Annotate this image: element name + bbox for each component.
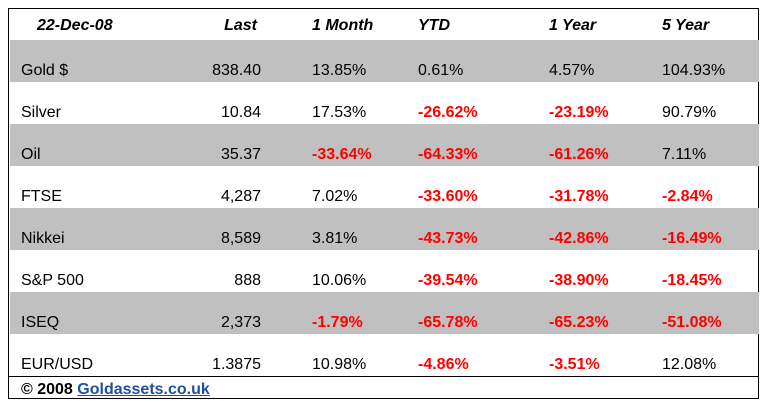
column-header: YTD <box>418 17 450 34</box>
cell-value: -18.45% <box>662 272 722 289</box>
row-label: Oil <box>21 146 41 163</box>
row-label: Silver <box>21 104 62 121</box>
cell-value: 17.53% <box>312 104 367 121</box>
cell-value: 0.61% <box>418 62 464 79</box>
table-frame: © 2008 Goldassets.co.uk 22-Dec-08 Last 1 Mo… <box>8 8 759 399</box>
cell-value: 10.84 <box>220 104 261 121</box>
row-label: FTSE <box>21 188 62 205</box>
column-header: 1 Month <box>312 17 374 34</box>
cell-value: -61.26% <box>549 146 609 163</box>
cell-value: 10.98% <box>312 356 367 373</box>
cell-value: 13.85% <box>312 62 367 79</box>
footer-rule <box>9 376 758 377</box>
cell-value: 1.3875 <box>212 356 261 373</box>
footer: © 2008 Goldassets.co.uk <box>21 380 210 400</box>
cell-value: 4,287 <box>220 188 261 205</box>
cell-value: 3.81% <box>312 230 358 247</box>
cell-value: 104.93% <box>662 62 726 79</box>
cell-value: 35.37 <box>220 146 261 163</box>
source-link[interactable]: Goldassets.co.uk <box>77 381 210 398</box>
cell-value: -23.19% <box>549 104 609 121</box>
cell-value: -3.51% <box>549 356 600 373</box>
cell-value: -64.33% <box>418 146 478 163</box>
cell-value: 888 <box>234 272 261 289</box>
cell-value: 2,373 <box>220 314 261 331</box>
cell-value: 90.79% <box>662 104 717 121</box>
column-header: Last <box>224 17 257 34</box>
copyright: © 2008 <box>21 381 73 398</box>
cell-value: -38.90% <box>549 272 609 289</box>
cell-value: -33.64% <box>312 146 372 163</box>
cell-value: -39.54% <box>418 272 478 289</box>
cell-value: -26.62% <box>418 104 478 121</box>
cell-value: -16.49% <box>662 230 722 247</box>
cell-value: 12.08% <box>662 356 717 373</box>
cell-value: -31.78% <box>549 188 609 205</box>
row-shading <box>10 208 759 250</box>
cell-value: 10.06% <box>312 272 367 289</box>
cell-value: -65.23% <box>549 314 609 331</box>
cell-value: 8,589 <box>220 230 261 247</box>
cell-value: 7.11% <box>662 146 707 163</box>
row-shading <box>10 124 759 166</box>
column-header: 1 Year <box>549 17 597 34</box>
cell-value: -42.86% <box>549 230 609 247</box>
cell-value: -51.08% <box>662 314 722 331</box>
cell-value: -1.79% <box>312 314 363 331</box>
row-label: Nikkei <box>21 230 65 247</box>
row-label: Gold $ <box>21 62 69 79</box>
cell-value: -4.86% <box>418 356 469 373</box>
row-shading <box>10 40 759 82</box>
column-header: 5 Year <box>662 17 710 34</box>
row-label: ISEQ <box>21 314 60 331</box>
row-label: S&P 500 <box>21 272 84 289</box>
row-label: EUR/USD <box>21 356 94 373</box>
cell-value: -2.84% <box>662 188 713 205</box>
cell-value: -65.78% <box>418 314 478 331</box>
cell-value: -43.73% <box>418 230 478 247</box>
column-header: 22-Dec-08 <box>37 17 113 34</box>
cell-value: 4.57% <box>549 62 595 79</box>
row-shading <box>10 292 759 334</box>
cell-value: 7.02% <box>312 188 358 205</box>
cell-value: 838.40 <box>212 62 261 79</box>
cell-value: -33.60% <box>418 188 478 205</box>
